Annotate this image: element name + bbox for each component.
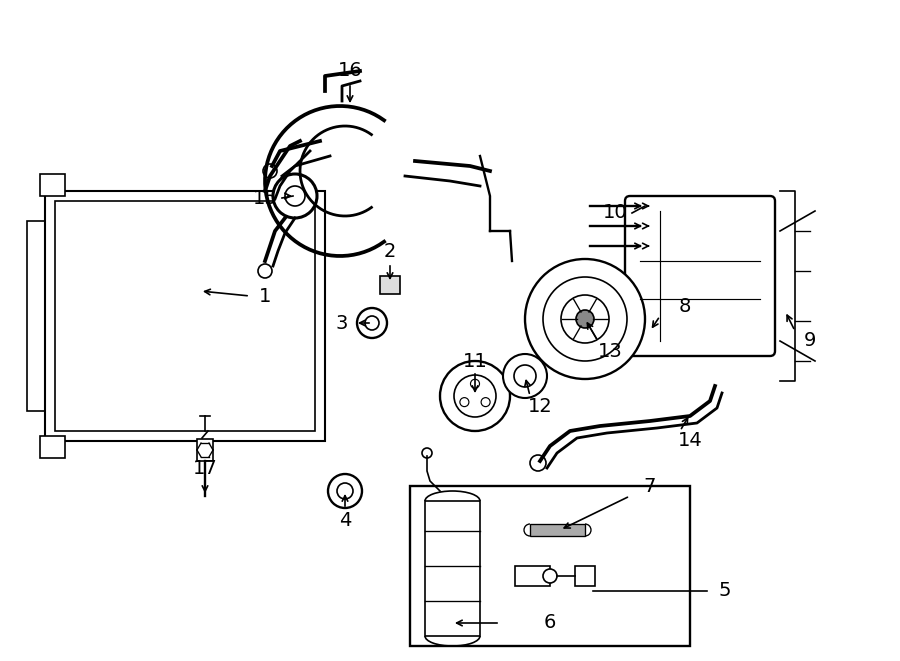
Bar <box>40 436 65 458</box>
Text: 3: 3 <box>336 313 348 332</box>
Circle shape <box>328 474 362 508</box>
Text: 13: 13 <box>598 342 623 360</box>
Text: 2: 2 <box>383 241 396 260</box>
Bar <box>515 566 550 586</box>
Circle shape <box>525 259 645 379</box>
Circle shape <box>482 398 490 407</box>
Text: 10: 10 <box>603 204 627 223</box>
Text: 11: 11 <box>463 352 488 371</box>
Circle shape <box>471 379 480 388</box>
Text: 1: 1 <box>259 286 271 305</box>
Bar <box>575 566 595 586</box>
Text: 6: 6 <box>544 613 556 633</box>
Circle shape <box>337 483 353 499</box>
Text: 14: 14 <box>678 432 702 451</box>
Circle shape <box>454 375 496 417</box>
Circle shape <box>365 316 379 330</box>
Text: 9: 9 <box>804 332 816 350</box>
Circle shape <box>357 308 387 338</box>
Circle shape <box>460 398 469 407</box>
Bar <box>45 191 325 441</box>
Text: 7: 7 <box>644 477 656 496</box>
Circle shape <box>503 354 547 398</box>
Circle shape <box>258 264 272 278</box>
Bar <box>380 276 400 294</box>
Bar <box>40 174 65 196</box>
Text: 17: 17 <box>193 459 218 477</box>
Text: 5: 5 <box>719 582 731 600</box>
Text: 16: 16 <box>338 61 363 81</box>
Bar <box>425 501 480 636</box>
Circle shape <box>263 164 277 178</box>
Circle shape <box>561 295 609 343</box>
Bar <box>410 486 690 646</box>
Bar <box>55 201 315 431</box>
Circle shape <box>543 277 627 361</box>
Bar <box>197 439 213 461</box>
Circle shape <box>440 361 510 431</box>
Circle shape <box>514 365 536 387</box>
Bar <box>27 221 45 411</box>
Text: 4: 4 <box>338 512 351 531</box>
Text: 15: 15 <box>253 188 277 208</box>
Circle shape <box>273 174 317 218</box>
FancyBboxPatch shape <box>625 196 775 356</box>
Text: 12: 12 <box>527 397 553 416</box>
Circle shape <box>530 455 546 471</box>
Circle shape <box>280 176 290 186</box>
Text: 8: 8 <box>679 297 691 315</box>
Circle shape <box>543 569 557 583</box>
Bar <box>530 524 585 536</box>
Circle shape <box>576 310 594 328</box>
